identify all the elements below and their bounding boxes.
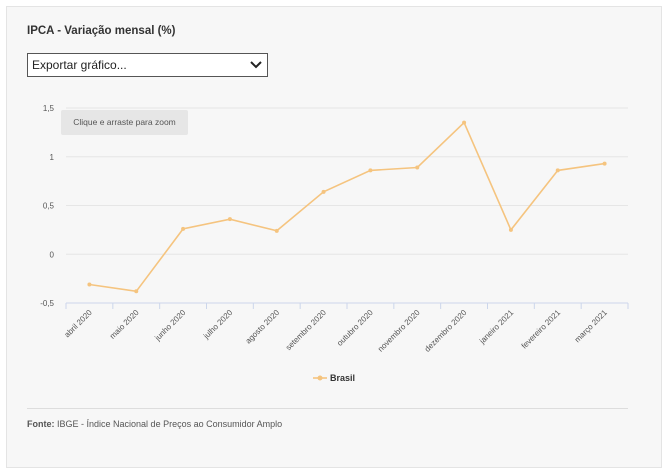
divider xyxy=(27,408,628,409)
y-axis-labels: 1,5 1 0,5 0 -0,5 xyxy=(40,104,54,308)
x-tick-label: junho 2020 xyxy=(152,308,187,343)
source-label: Fonte: xyxy=(27,419,55,429)
source-note: Fonte: IBGE - Índice Nacional de Preços … xyxy=(27,419,282,429)
data-point[interactable] xyxy=(321,189,326,194)
data-point[interactable] xyxy=(87,282,92,287)
y-tick-label: 1,5 xyxy=(43,104,55,113)
series-line-brasil xyxy=(89,121,605,293)
x-tick-label: abril 2020 xyxy=(63,308,95,340)
x-tick-label: janeiro 2021 xyxy=(477,308,516,347)
series-brasil[interactable] xyxy=(87,120,607,294)
data-point[interactable] xyxy=(508,227,513,232)
data-point[interactable] xyxy=(227,217,232,222)
zoom-hint: Clique e arraste para zoom xyxy=(61,110,188,135)
chart-card xyxy=(6,6,662,468)
y-tick-label: 0 xyxy=(50,250,55,259)
data-point[interactable] xyxy=(555,168,560,173)
x-tick-label: maio 2020 xyxy=(108,308,141,341)
export-dropdown-label: Exportar gráfico... xyxy=(32,58,127,72)
data-point[interactable] xyxy=(602,161,607,166)
x-axis xyxy=(65,302,629,309)
data-point[interactable] xyxy=(274,228,279,233)
x-tick-label: outubro 2020 xyxy=(335,308,375,348)
legend-label-brasil[interactable]: Brasil xyxy=(330,373,355,383)
data-point[interactable] xyxy=(462,120,467,125)
grid-lines xyxy=(66,107,628,255)
data-point[interactable] xyxy=(415,165,420,170)
chart-title: IPCA - Variação mensal (%) xyxy=(27,25,176,37)
x-tick-label: setembro 2020 xyxy=(284,308,328,352)
y-tick-label: -0,5 xyxy=(40,299,54,308)
data-point[interactable] xyxy=(134,289,139,294)
x-tick-label: fevereiro 2021 xyxy=(520,308,563,351)
data-point[interactable] xyxy=(368,168,373,173)
x-tick-label: março 2021 xyxy=(573,308,610,345)
x-tick-label: julho 2020 xyxy=(201,308,235,342)
data-point[interactable] xyxy=(181,226,186,231)
chevron-down-icon xyxy=(250,61,262,69)
x-tick-label: dezembro 2020 xyxy=(423,308,469,354)
y-tick-label: 1 xyxy=(50,153,55,162)
legend[interactable]: Brasil xyxy=(313,373,355,383)
legend-symbol-marker xyxy=(317,375,323,381)
x-axis-labels: abril 2020 maio 2020 junho 2020 julho 2020 a… xyxy=(63,308,610,354)
export-chart-dropdown[interactable]: Exportar gráfico... xyxy=(27,53,268,77)
y-tick-label: 0,5 xyxy=(43,202,55,211)
x-tick-label: novembro 2020 xyxy=(376,308,422,354)
x-tick-label: agosto 2020 xyxy=(244,308,282,346)
source-text: IBGE - Índice Nacional de Preços ao Cons… xyxy=(57,419,283,429)
